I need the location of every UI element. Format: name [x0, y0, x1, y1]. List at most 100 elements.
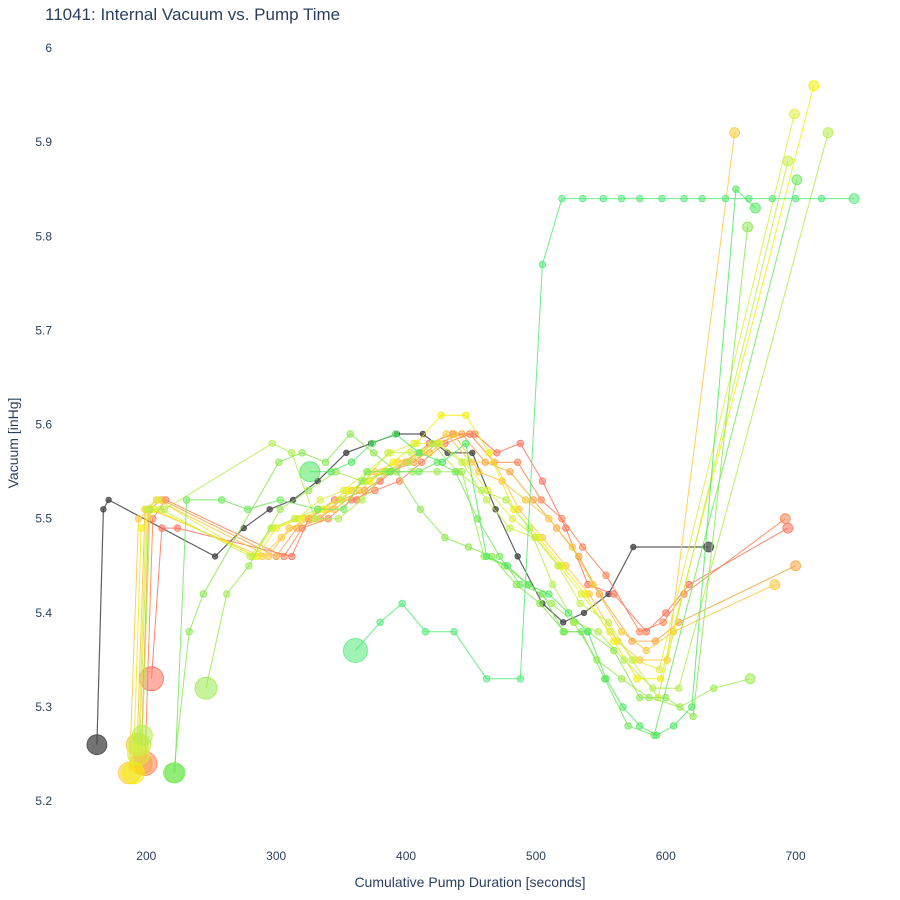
data-point — [729, 127, 740, 139]
data-point — [628, 637, 636, 645]
data-point — [685, 580, 693, 589]
data-point — [779, 513, 791, 525]
data-point — [245, 562, 253, 570]
data-point — [602, 571, 610, 579]
data-point — [636, 722, 644, 730]
data-point — [545, 515, 553, 523]
data-point — [316, 496, 324, 504]
data-point — [410, 439, 418, 448]
data-point — [594, 628, 602, 636]
data-point — [558, 515, 566, 523]
data-point — [288, 449, 296, 457]
data-point — [524, 580, 532, 589]
data-point — [391, 430, 400, 438]
data-point — [404, 458, 413, 466]
data-point — [199, 590, 208, 598]
data-point — [288, 552, 296, 561]
data-point — [568, 543, 576, 551]
data-point — [577, 628, 586, 636]
data-point — [477, 486, 486, 495]
x-tick-label: 200 — [136, 849, 156, 863]
data-point — [290, 515, 299, 523]
data-point — [369, 449, 378, 457]
series-line — [205, 471, 751, 708]
data-point — [769, 579, 781, 590]
data-point — [158, 524, 166, 532]
y-tick-label: 5.8 — [35, 229, 52, 243]
data-point — [559, 628, 567, 636]
data-point — [768, 194, 776, 203]
data-point — [848, 193, 860, 205]
data-point — [782, 155, 794, 167]
data-point — [223, 590, 231, 598]
y-tick-label: 5.6 — [35, 418, 52, 432]
series-line — [140, 433, 796, 764]
data-point — [579, 194, 587, 203]
data-point — [577, 590, 586, 598]
data-point — [732, 185, 740, 193]
data-point — [368, 439, 376, 448]
data-point — [536, 599, 544, 608]
data-point — [386, 468, 395, 476]
data-point — [137, 524, 145, 532]
data-point — [545, 590, 553, 598]
data-point — [589, 580, 597, 589]
data-point — [508, 515, 517, 523]
data-point — [340, 486, 348, 495]
data-point — [482, 552, 491, 561]
data-point — [482, 496, 491, 504]
data-point — [514, 553, 521, 560]
data-point — [417, 458, 426, 466]
data-point — [321, 458, 330, 466]
data-point — [516, 580, 524, 589]
data-point — [334, 515, 343, 523]
y-tick-label: 5.2 — [35, 794, 52, 808]
data-point — [630, 543, 637, 551]
series-run-13 — [342, 193, 860, 683]
data-point — [659, 618, 667, 626]
data-point — [525, 524, 534, 532]
data-point — [272, 552, 280, 561]
data-point — [337, 496, 345, 504]
data-point — [791, 194, 800, 203]
data-point — [636, 693, 644, 702]
series-line — [355, 198, 855, 680]
data-point — [314, 505, 322, 513]
data-point — [451, 468, 460, 476]
data-point — [580, 609, 588, 617]
data-point — [620, 656, 628, 664]
chart-title: 11041: Internal Vacuum vs. Pump Time — [45, 5, 340, 24]
data-point — [105, 496, 112, 504]
data-point — [688, 703, 696, 711]
data-point — [194, 676, 218, 700]
data-point — [680, 194, 688, 203]
data-point — [791, 174, 803, 186]
data-point — [134, 515, 143, 523]
data-point — [347, 458, 356, 466]
x-axis-title: Cumulative Pump Duration [seconds] — [354, 874, 585, 890]
data-point — [604, 618, 613, 626]
data-point — [653, 731, 661, 739]
data-point — [160, 505, 169, 513]
series-run-14 — [299, 185, 761, 739]
data-point — [710, 684, 718, 692]
data-point — [149, 515, 157, 523]
data-point — [649, 684, 657, 692]
data-point — [628, 656, 636, 664]
data-point — [529, 496, 537, 504]
data-point — [275, 458, 283, 466]
data-point — [264, 552, 273, 561]
data-point — [246, 552, 254, 561]
data-point — [343, 449, 350, 456]
data-point — [355, 486, 363, 495]
data-point — [164, 762, 186, 784]
data-point — [564, 609, 573, 617]
data-point — [438, 458, 447, 466]
data-point — [506, 468, 514, 476]
data-point — [86, 734, 108, 756]
data-point — [268, 439, 276, 448]
data-point — [276, 505, 284, 513]
data-point — [277, 533, 286, 542]
data-point — [428, 439, 436, 448]
data-point — [280, 552, 288, 561]
